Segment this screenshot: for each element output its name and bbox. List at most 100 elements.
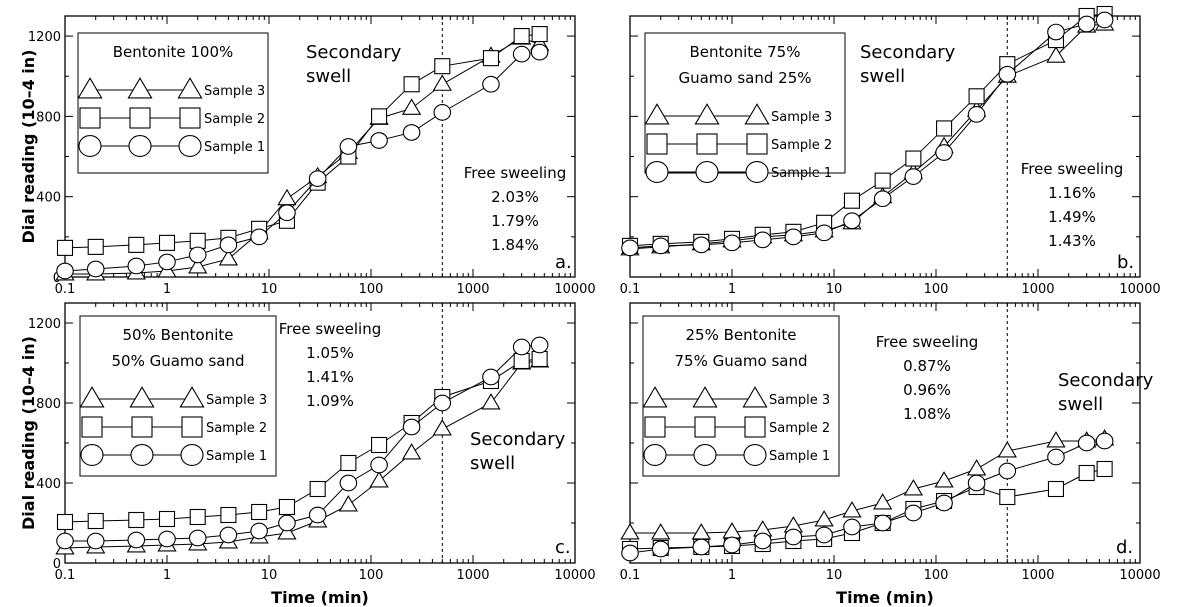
data-point <box>935 494 953 512</box>
y-axis-label: Dial reading (10–4 in) <box>19 50 38 244</box>
legend-box <box>79 315 277 477</box>
legend-label: Sample 2 <box>204 112 265 127</box>
legend-marker <box>744 103 770 125</box>
data-point <box>277 523 297 540</box>
series-line <box>629 440 1105 554</box>
x-tick-label: 10 <box>261 282 278 297</box>
legend-label: Sample 2 <box>769 421 830 436</box>
x-axis-ticks: 0.1 1 10 100 1000 10000 <box>620 303 1161 583</box>
free-swelling-value: 0.87% <box>903 357 951 375</box>
legend-marker <box>746 133 768 155</box>
chart-panel-d: 0.1 1 10 100 1000 10000 Time (min) 25% Bentonit… <box>620 302 1161 607</box>
y-tick-label: 1200 <box>28 317 61 332</box>
chart-panel-a: 0.111010010001000004008001200Dial readin… <box>19 15 596 297</box>
data-point <box>339 474 358 492</box>
free-swelling-value: 1.43% <box>1048 232 1096 250</box>
data-point <box>723 234 741 252</box>
x-tick-label: 10000 <box>1119 568 1160 583</box>
free-swelling-value: 1.79% <box>491 212 539 230</box>
y-tick-label: 0 <box>53 557 61 572</box>
plot-frame <box>64 15 576 278</box>
data-point <box>621 544 639 562</box>
series-line <box>64 51 540 272</box>
data-point <box>482 368 500 386</box>
series-sample-1 <box>56 336 549 550</box>
data-point <box>692 236 711 254</box>
data-point <box>968 88 985 105</box>
legend: 50% Bentonite 50% Guamo sand Sample 3 Sampl… <box>79 315 277 477</box>
x-tick-label: 100 <box>359 568 384 583</box>
data-point <box>967 474 986 492</box>
data-point <box>308 170 327 187</box>
panel-label: d. <box>1116 537 1133 558</box>
data-point <box>873 514 892 532</box>
legend-marker <box>129 386 155 408</box>
data-point <box>56 239 74 256</box>
data-point <box>1077 15 1096 33</box>
data-point <box>56 532 74 550</box>
data-point <box>1095 11 1114 29</box>
legend-title: 25% Bentonite <box>686 326 797 344</box>
data-point <box>250 228 268 246</box>
x-axis-label: Time (min) <box>836 588 934 607</box>
data-point <box>402 418 421 436</box>
data-point <box>158 234 176 251</box>
data-point <box>127 257 146 275</box>
data-point <box>158 253 176 271</box>
series-line <box>65 37 540 275</box>
series-line <box>64 358 540 523</box>
data-point <box>432 74 452 91</box>
legend-marker <box>695 161 719 183</box>
data-point <box>843 518 861 536</box>
legend-box <box>77 32 269 174</box>
legend-marker <box>79 386 105 408</box>
legend-marker <box>696 133 718 155</box>
data-point <box>219 236 238 254</box>
y-axis-ticks <box>630 322 1140 564</box>
legend-marker <box>78 135 102 157</box>
legend-marker <box>131 416 153 438</box>
x-tick-label: 10 <box>826 568 843 583</box>
legend-marker <box>179 107 201 129</box>
legend-marker <box>693 444 717 466</box>
legend-marker <box>177 77 203 99</box>
series-line <box>629 19 1105 249</box>
x-axis-ticks: 0.1 1 10 100 1000 10000 <box>55 16 596 297</box>
data-point <box>309 480 326 498</box>
data-point <box>651 540 670 558</box>
data-point <box>338 495 359 512</box>
free-swelling-value: 1.49% <box>1048 208 1096 226</box>
legend-marker <box>644 103 670 125</box>
data-point <box>842 501 862 518</box>
data-point <box>189 232 206 249</box>
legend-marker <box>692 386 718 408</box>
data-point <box>188 257 208 274</box>
data-point <box>936 120 953 137</box>
data-point <box>753 231 772 249</box>
legend-label: Sample 3 <box>206 393 267 408</box>
free-swelling-value: 0.96% <box>903 381 951 399</box>
x-tick-label: 0.1 <box>620 282 641 297</box>
secondary-swell-text: Secondary <box>470 429 566 450</box>
plot-frame <box>629 15 1141 278</box>
legend-marker <box>646 133 668 155</box>
data-point <box>815 224 833 242</box>
data-point <box>784 228 803 246</box>
free-swelling-value: 1.84% <box>491 236 539 254</box>
legend: 25% Bentonite 75% Guamo sand Sample 3 Sampl… <box>642 315 840 477</box>
data-point <box>482 75 500 93</box>
free-swelling-value: 1.09% <box>306 392 354 410</box>
legend-label: Sample 3 <box>769 393 830 408</box>
data-point <box>843 212 861 230</box>
secondary-swell-text: Secondary <box>306 42 402 63</box>
legend-marker <box>127 77 153 99</box>
secondary-swell-text: Secondary <box>1058 370 1154 391</box>
data-point <box>87 512 104 530</box>
free-swelling-title: Free sweeling <box>279 320 382 338</box>
data-point <box>753 532 772 550</box>
data-point <box>86 532 105 550</box>
legend-title: 75% Guamo sand <box>674 352 807 370</box>
x-tick-label: 1 <box>163 282 171 297</box>
data-point <box>1095 432 1114 450</box>
legend-marker <box>80 444 104 466</box>
